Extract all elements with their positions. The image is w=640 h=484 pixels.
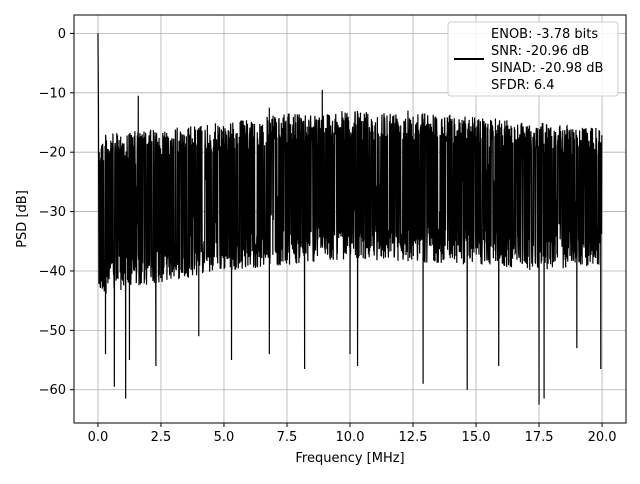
y-tick-label: −50: [39, 324, 66, 339]
x-tick-label: 5.0: [214, 430, 235, 445]
legend-entry-sfdr: SFDR: 6.4: [491, 78, 555, 93]
x-tick-label: 7.5: [277, 430, 298, 445]
x-tick-label: 20.0: [588, 430, 617, 445]
legend: ENOB: -3.78 bits SNR: -20.96 dB SINAD: -…: [447, 21, 619, 97]
legend-entry-snr: SNR: -20.96 dB: [491, 44, 589, 59]
psd-trace: [97, 33, 603, 405]
x-tick-label: 0.0: [88, 430, 109, 445]
y-tick-label: −40: [39, 264, 66, 279]
y-tick-label: −60: [39, 383, 66, 398]
legend-box: [447, 21, 619, 97]
legend-entry-sinad: SINAD: -20.98 dB: [491, 61, 603, 76]
y-tick-label: −30: [39, 205, 66, 220]
y-tick-label: −20: [39, 146, 66, 161]
y-tick-label: 0: [58, 27, 66, 42]
legend-entry-enob: ENOB: -3.78 bits: [491, 27, 598, 42]
x-tick-label: 17.5: [525, 430, 554, 445]
x-tick-label: 15.0: [462, 430, 491, 445]
x-tick-label: 2.5: [151, 430, 172, 445]
y-axis-label: PSD [dB]: [15, 190, 30, 248]
x-tick-label: 10.0: [336, 430, 365, 445]
x-tick-label: 12.5: [399, 430, 428, 445]
data-layer: [97, 33, 603, 405]
tick-layer: 0.0 2.5 5.0 7.5 10.0 12.5 15.0 17.5 20.0 0 −10 −20 −…: [39, 27, 617, 445]
x-axis-label: Frequency [MHz]: [295, 451, 404, 466]
y-tick-label: −10: [39, 86, 66, 101]
